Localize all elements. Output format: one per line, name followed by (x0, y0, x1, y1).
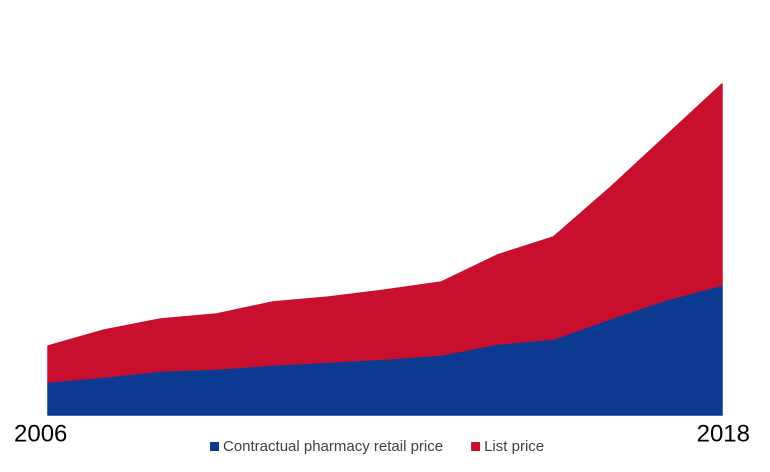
legend-swatch (210, 442, 219, 451)
legend: Contractual pharmacy retail price List pr… (210, 438, 544, 455)
legend-label: Contractual pharmacy retail price (223, 438, 443, 455)
legend-label: List price (484, 438, 544, 455)
area (47, 83, 723, 383)
x-tick-label: 2006 (14, 420, 67, 447)
x-tick-label: 2018 (697, 420, 750, 447)
legend-swatch (471, 442, 481, 451)
